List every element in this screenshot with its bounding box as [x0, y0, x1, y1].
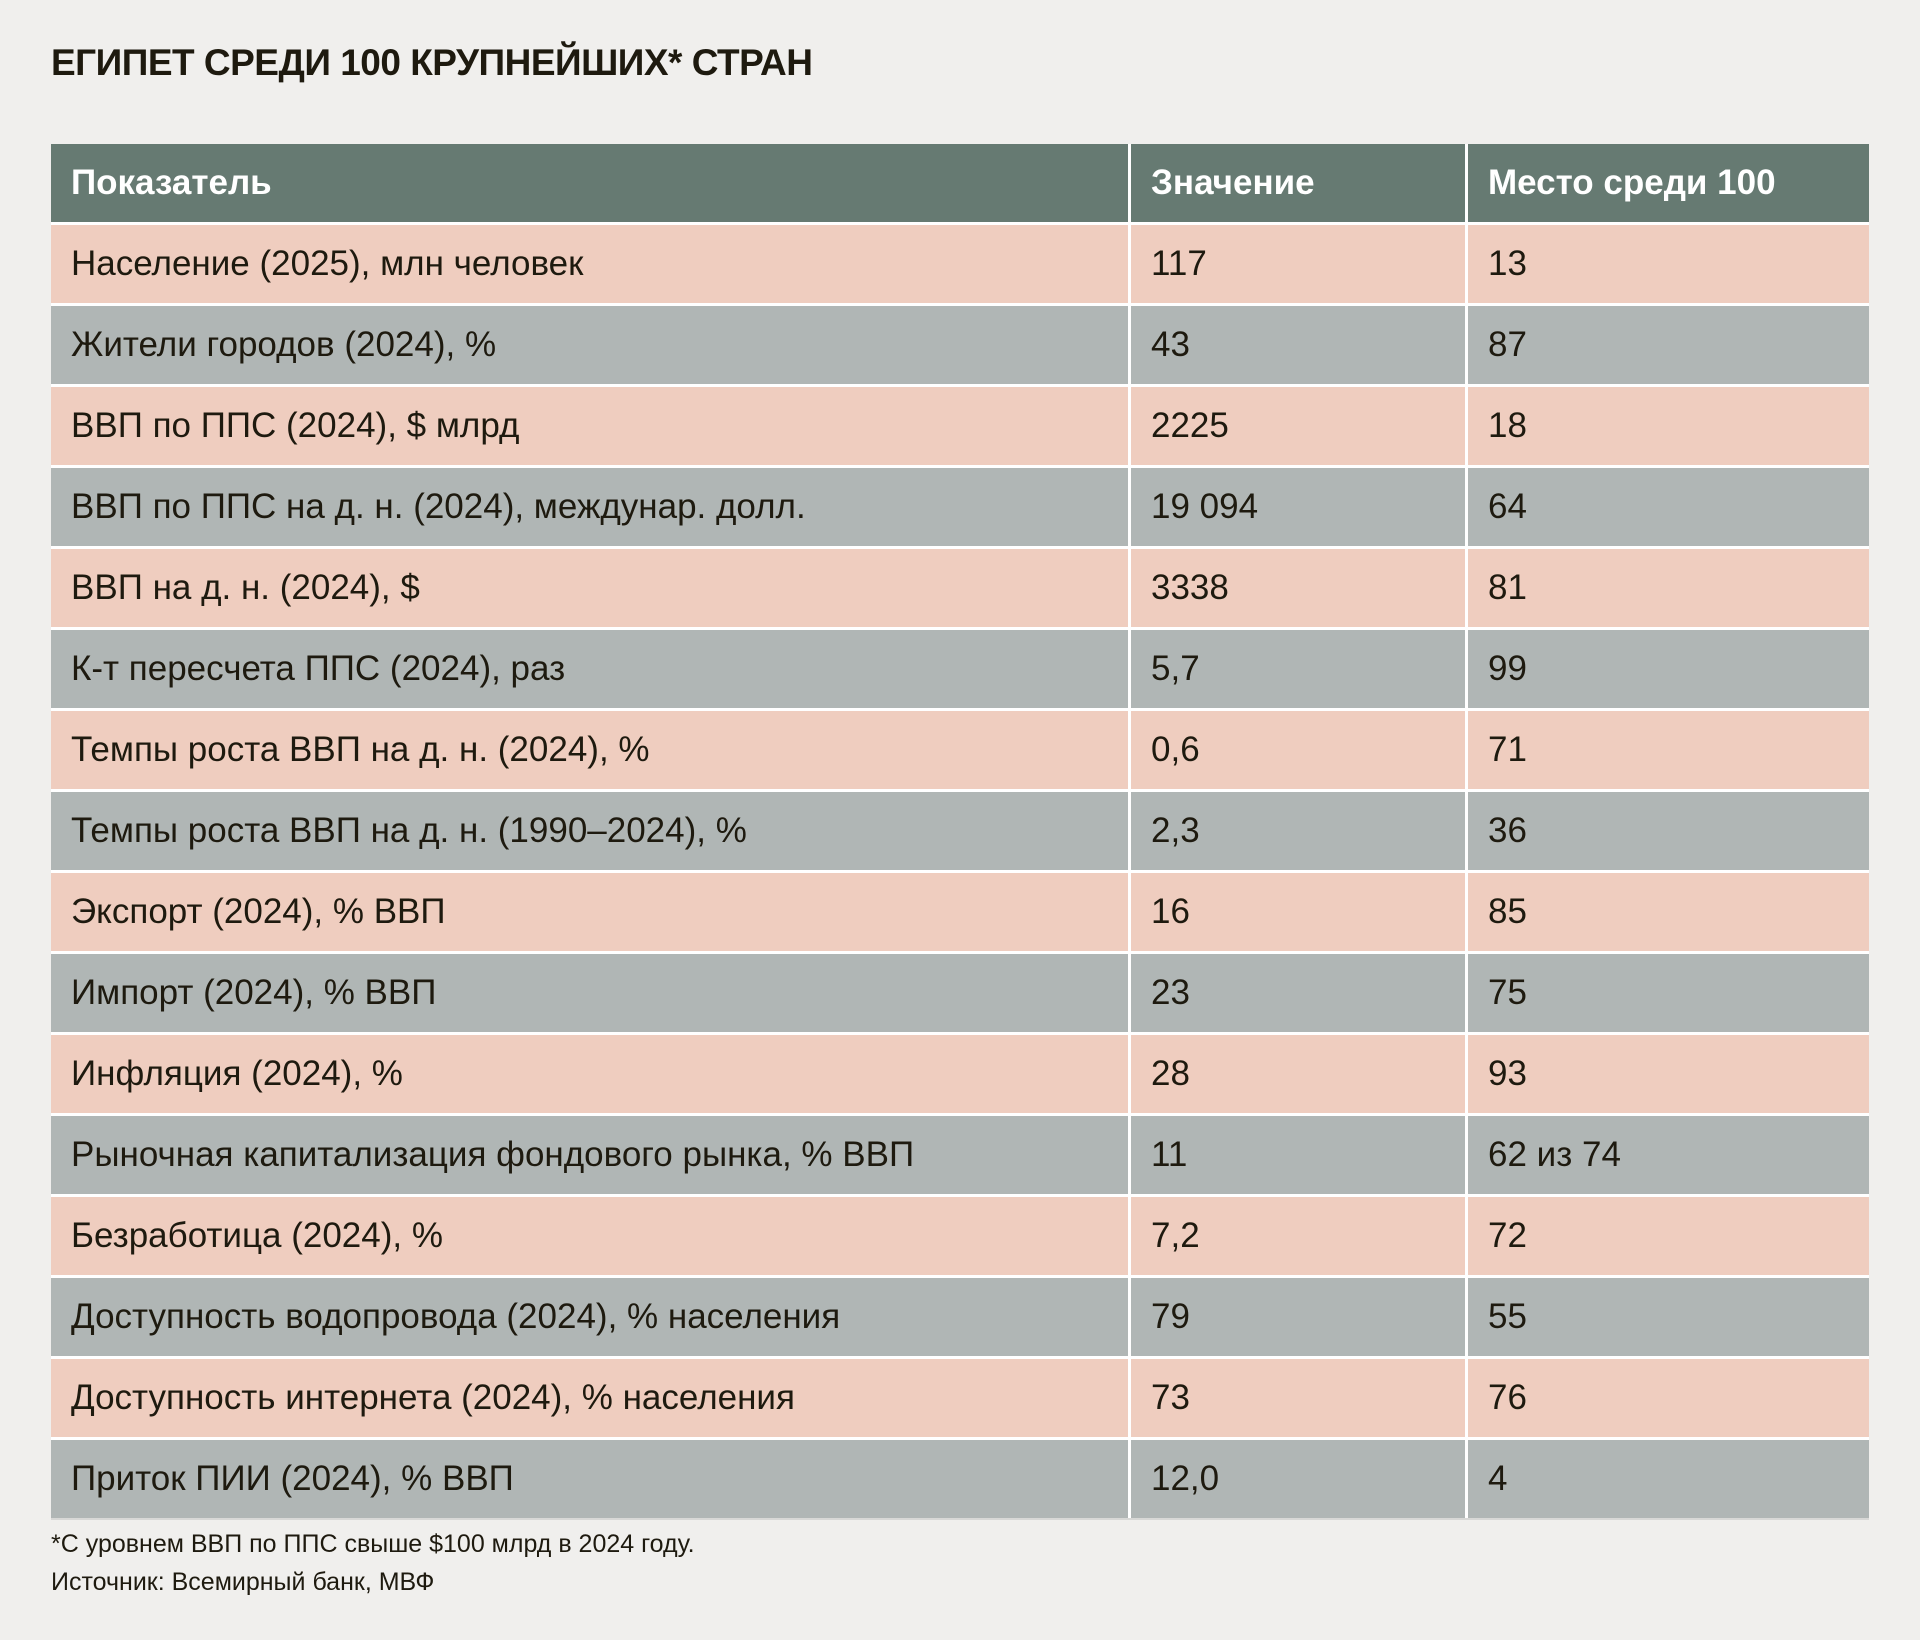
cell-value: 73 [1131, 1359, 1465, 1437]
cell-rank: 4 [1468, 1440, 1869, 1518]
data-table: Показатель Значение Место среди 100 Насе… [51, 144, 1869, 1520]
cell-indicator: Безработица (2024), % [51, 1197, 1128, 1275]
header-value: Значение [1131, 144, 1465, 222]
cell-value: 2225 [1131, 387, 1465, 465]
cell-indicator: ВВП по ППС (2024), $ млрд [51, 387, 1128, 465]
cell-rank: 36 [1468, 792, 1869, 870]
cell-value: 23 [1131, 954, 1465, 1032]
cell-rank: 55 [1468, 1278, 1869, 1356]
cell-rank: 18 [1468, 387, 1869, 465]
cell-indicator: ВВП по ППС на д. н. (2024), междунар. до… [51, 468, 1128, 546]
cell-indicator: Доступность интернета (2024), % населени… [51, 1359, 1128, 1437]
cell-value: 19 094 [1131, 468, 1465, 546]
cell-indicator: Импорт (2024), % ВВП [51, 954, 1128, 1032]
cell-rank: 99 [1468, 630, 1869, 708]
cell-rank: 93 [1468, 1035, 1869, 1113]
cell-value: 79 [1131, 1278, 1465, 1356]
cell-rank: 72 [1468, 1197, 1869, 1275]
cell-indicator: ВВП на д. н. (2024), $ [51, 549, 1128, 627]
cell-rank: 87 [1468, 306, 1869, 384]
cell-value: 117 [1131, 225, 1465, 303]
cell-indicator: Темпы роста ВВП на д. н. (1990–2024), % [51, 792, 1128, 870]
source-note: Источник: Всемирный банк, МВФ [51, 1568, 435, 1596]
cell-value: 0,6 [1131, 711, 1465, 789]
cell-indicator: Инфляция (2024), % [51, 1035, 1128, 1113]
page-title: ЕГИПЕТ СРЕДИ 100 КРУПНЕЙШИХ* СТРАН [51, 42, 813, 83]
cell-value: 7,2 [1131, 1197, 1465, 1275]
cell-rank: 76 [1468, 1359, 1869, 1437]
cell-value: 28 [1131, 1035, 1465, 1113]
cell-value: 2,3 [1131, 792, 1465, 870]
cell-indicator: Население (2025), млн человек [51, 225, 1128, 303]
cell-rank: 71 [1468, 711, 1869, 789]
cell-indicator: Жители городов (2024), % [51, 306, 1128, 384]
cell-indicator: К-т пересчета ППС (2024), раз [51, 630, 1128, 708]
cell-rank: 62 из 74 [1468, 1116, 1869, 1194]
cell-rank: 85 [1468, 873, 1869, 951]
cell-rank: 64 [1468, 468, 1869, 546]
cell-rank: 81 [1468, 549, 1869, 627]
cell-value: 16 [1131, 873, 1465, 951]
cell-value: 11 [1131, 1116, 1465, 1194]
cell-value: 5,7 [1131, 630, 1465, 708]
footnote: *С уровнем ВВП по ППС свыше $100 млрд в … [51, 1530, 695, 1558]
cell-indicator: Рыночная капитализация фондового рынка, … [51, 1116, 1128, 1194]
cell-indicator: Темпы роста ВВП на д. н. (2024), % [51, 711, 1128, 789]
cell-value: 43 [1131, 306, 1465, 384]
header-rank: Место среди 100 [1468, 144, 1869, 222]
cell-value: 3338 [1131, 549, 1465, 627]
cell-indicator: Приток ПИИ (2024), % ВВП [51, 1440, 1128, 1518]
cell-indicator: Доступность водопровода (2024), % населе… [51, 1278, 1128, 1356]
cell-rank: 75 [1468, 954, 1869, 1032]
cell-value: 12,0 [1131, 1440, 1465, 1518]
header-indicator: Показатель [51, 144, 1128, 222]
cell-indicator: Экспорт (2024), % ВВП [51, 873, 1128, 951]
cell-rank: 13 [1468, 225, 1869, 303]
